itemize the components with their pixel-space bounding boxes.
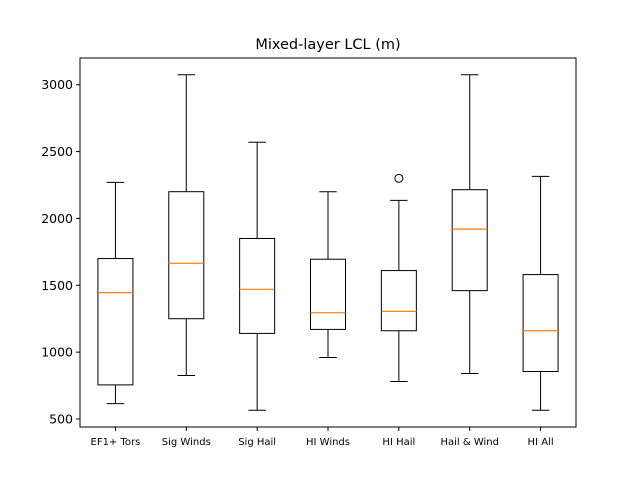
box-iqr — [310, 258, 346, 330]
x-tick-label: Sig Hail — [238, 437, 276, 448]
y-tick-label: 1000 — [41, 345, 73, 360]
box-iqr — [168, 191, 205, 320]
x-tick-label: Sig Winds — [162, 437, 211, 448]
box-iqr — [522, 274, 559, 373]
box-iqr — [97, 258, 134, 386]
chart-title: Mixed-layer LCL (m) — [255, 37, 400, 53]
x-tick-label: HI Winds — [306, 437, 350, 448]
y-tick-label: 500 — [49, 411, 73, 426]
box-iqr — [380, 270, 417, 332]
x-tick-label: Hail & Wind — [440, 437, 499, 448]
y-tick-label: 3000 — [41, 77, 73, 92]
box-iqr — [239, 237, 276, 334]
y-tick-label: 2000 — [41, 211, 73, 226]
plot-area: 500 1000 1500 2000 2500 3000 EF1+ Tors Sig Wind… — [41, 57, 577, 448]
x-tick-label: EF1+ Tors — [91, 437, 141, 448]
y-tick-label: 2500 — [41, 144, 73, 159]
outlier-point — [394, 173, 404, 183]
x-tick-label: HI Hail — [382, 437, 415, 448]
x-tick-label: HI All — [528, 437, 554, 448]
box-iqr — [451, 189, 488, 292]
y-tick-label: 1500 — [41, 278, 73, 293]
